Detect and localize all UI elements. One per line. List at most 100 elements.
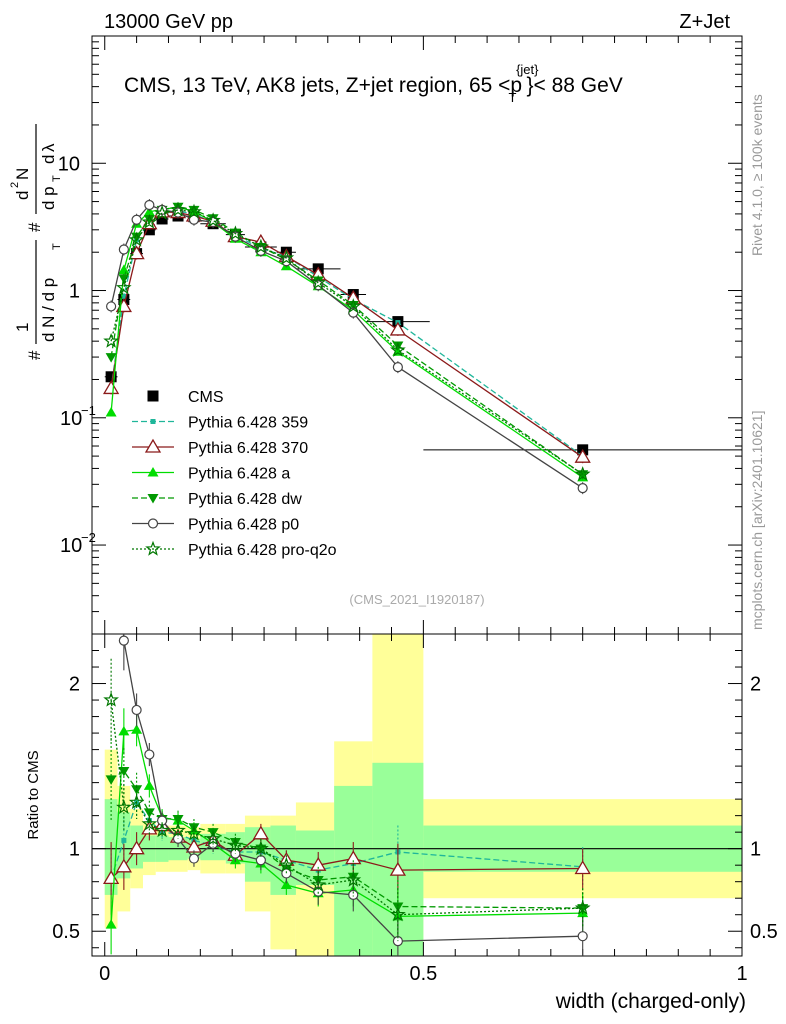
ratio-point [105, 919, 117, 929]
ratio-point [143, 780, 155, 790]
data-point [154, 204, 170, 220]
ratio-point [131, 724, 143, 734]
data-point [253, 238, 269, 254]
y-tick-label: 1 [69, 281, 80, 303]
mcplots-label: mcplots.cern.ch [arXiv:2401.10621] [749, 411, 765, 630]
ratio-y-tick-label: 1 [69, 839, 80, 861]
y-tick-label: 10 [60, 535, 82, 557]
ratio-y-tick-label: 0.5 [52, 921, 80, 943]
svg-text:#: # [25, 350, 44, 360]
svg-text:T: T [51, 243, 63, 250]
legend-marker [150, 419, 156, 424]
ratio-point [280, 879, 292, 889]
legend-entry: CMS [147, 389, 224, 406]
header-right: Z+Jet [679, 11, 730, 33]
ratio-point [131, 704, 142, 716]
data-point [128, 231, 145, 247]
ratio-point [574, 860, 591, 875]
ratio-point [278, 856, 295, 872]
legend-label: CMS [188, 389, 224, 406]
svg-text:d: d [13, 191, 32, 200]
data-point [170, 201, 186, 217]
data-point [118, 274, 130, 284]
y-tick-label: 10 [58, 153, 80, 175]
data-point [128, 245, 145, 260]
svg-text:d N / d p: d N / d p [39, 278, 58, 342]
data-point [188, 205, 200, 216]
data-point [392, 362, 403, 373]
data-point [105, 371, 117, 383]
data-point [390, 341, 406, 357]
legend-label: Pythia 6.428 359 [188, 415, 308, 432]
series-line [110, 206, 584, 475]
data-point [143, 214, 155, 225]
data-point [143, 206, 155, 216]
data-point [389, 321, 407, 336]
data-point [345, 298, 362, 314]
x-tick-label: 0 [99, 963, 110, 985]
x-tick-label: 0.5 [409, 963, 437, 985]
ratio-series-pythia-6-428-pro-q2o [103, 658, 591, 942]
legend-entry: Pythia 6.428 dw [132, 491, 302, 508]
ratio-point [348, 889, 359, 901]
data-point [131, 232, 143, 243]
data-point [186, 203, 202, 219]
y-tick-label: 10 [60, 408, 82, 430]
data-point [106, 301, 117, 312]
svg-text:T: T [51, 175, 63, 182]
rivet-label: Rivet 4.1.0, ≥ 100k events [749, 94, 765, 256]
svg-text:d p: d p [39, 186, 58, 210]
data-point [121, 293, 127, 299]
ratio-point [128, 794, 145, 810]
ratio-point [345, 871, 362, 887]
ratio-point [310, 876, 327, 892]
ratio-frame [91, 633, 743, 957]
ratio-point [118, 635, 129, 646]
data-point [574, 466, 591, 481]
svg-text:d: d [39, 155, 58, 164]
data-point [577, 483, 588, 494]
ratio-point [103, 691, 119, 707]
data-point [310, 274, 327, 290]
svg-text:#: # [25, 222, 44, 232]
ratio-point [389, 861, 407, 876]
legend-label: Pythia 6.428 370 [188, 440, 308, 457]
data-point [105, 353, 117, 363]
ratio-point [128, 840, 145, 855]
legend-entry: Pythia 6.428 pro-q2o [132, 540, 337, 559]
data-point [118, 264, 130, 274]
svg-text:λ: λ [39, 143, 58, 152]
y-tick-exponent: −2 [81, 530, 96, 545]
ratio-point [118, 725, 130, 736]
data-point [105, 407, 117, 417]
main-ylabel: # 1 d N / d p T # d 2 N d p T d λ [9, 124, 63, 360]
svg-text:1: 1 [13, 323, 32, 332]
data-point [103, 332, 119, 348]
legend-marker [147, 494, 159, 504]
header-left: 13000 GeV pp [104, 11, 233, 33]
ratio-point [310, 856, 327, 871]
ratio-point [227, 837, 244, 852]
x-axis-label: width (charged-only) [555, 990, 746, 1013]
chart-title: CMS, 13 TeV, AK8 jets, Z+jet region, 65 … [124, 62, 623, 105]
ratio-ylabel: Ratio to CMS [25, 750, 42, 839]
ratio-point [172, 814, 184, 825]
data-point [131, 214, 142, 225]
legend-label: Pythia 6.428 p0 [188, 517, 299, 534]
analysis-id: (CMS_2021_I1920187) [349, 592, 484, 607]
ratio-point [170, 822, 186, 838]
ratio-y-tick-label: 2 [69, 674, 80, 696]
data-point [574, 448, 591, 463]
legend-label: Pythia 6.428 dw [188, 491, 302, 508]
uncertainty-band-inner [295, 830, 335, 885]
ratio-point [255, 855, 266, 866]
ratio-y-tick-label-right: 0.5 [750, 921, 778, 943]
legend-entry: Pythia 6.428 p0 [132, 517, 299, 534]
ratio-point [144, 749, 155, 760]
data-point [118, 244, 129, 255]
ratio-point [116, 799, 132, 815]
data-point [205, 212, 221, 228]
ratio-point [115, 858, 132, 873]
